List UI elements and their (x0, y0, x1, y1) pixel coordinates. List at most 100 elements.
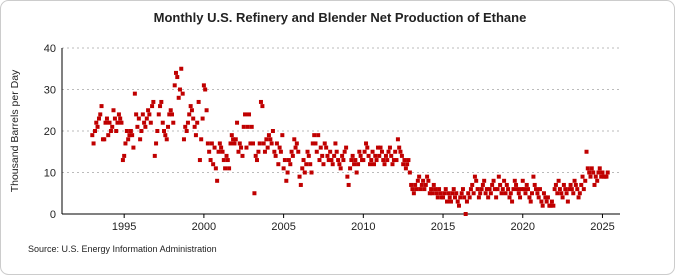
point (236, 149, 241, 154)
point (261, 141, 266, 146)
point (386, 149, 391, 154)
point (107, 120, 112, 125)
point (215, 178, 220, 183)
point (128, 129, 133, 133)
point (479, 187, 484, 192)
point (223, 166, 228, 171)
point (456, 203, 461, 208)
point (171, 120, 176, 125)
point (254, 158, 259, 163)
point (491, 178, 496, 183)
point (378, 145, 383, 150)
point (281, 166, 286, 171)
point (369, 158, 374, 163)
point (532, 182, 537, 187)
point (208, 158, 213, 163)
point (168, 108, 173, 113)
point (146, 108, 151, 113)
point (583, 178, 588, 183)
point (268, 137, 273, 142)
point (483, 191, 488, 196)
point (447, 195, 452, 200)
point (293, 145, 298, 150)
point (401, 162, 406, 167)
point (591, 170, 596, 175)
point (300, 166, 305, 171)
point (414, 187, 419, 192)
point (595, 178, 600, 183)
point (364, 141, 369, 146)
point (212, 145, 217, 150)
point (341, 158, 346, 163)
point (455, 199, 460, 204)
point (514, 182, 519, 187)
point (588, 174, 593, 179)
point (390, 162, 395, 167)
point (523, 191, 528, 196)
point (134, 112, 139, 117)
point (486, 195, 491, 200)
point (506, 187, 511, 192)
point (114, 129, 119, 133)
x-tick-label: 2025 (590, 221, 614, 233)
point (389, 153, 394, 158)
point (225, 158, 230, 163)
point (512, 178, 517, 183)
point (592, 182, 597, 187)
point (321, 162, 326, 167)
point (423, 182, 428, 187)
point (431, 182, 436, 187)
point (118, 116, 123, 121)
point (249, 124, 254, 129)
y-tick-label: 0 (50, 209, 56, 221)
point (314, 149, 319, 154)
point (429, 187, 434, 192)
point (564, 191, 569, 196)
point (503, 191, 508, 196)
point (95, 124, 100, 129)
point (568, 182, 573, 187)
point (257, 141, 262, 146)
point (160, 120, 165, 125)
point (159, 99, 164, 104)
point (302, 170, 307, 175)
point (381, 158, 386, 163)
point (221, 158, 226, 163)
point (274, 141, 279, 146)
point (539, 199, 544, 204)
point (292, 137, 297, 142)
point (502, 178, 507, 183)
point (280, 133, 285, 138)
point (126, 137, 131, 142)
point (528, 199, 533, 204)
point (342, 149, 347, 154)
point (119, 120, 124, 125)
point (164, 137, 169, 142)
point (306, 153, 311, 158)
point (348, 166, 353, 171)
point (345, 174, 350, 179)
point (409, 182, 414, 187)
point (148, 120, 153, 125)
point (304, 162, 309, 167)
point (596, 170, 601, 175)
point (504, 182, 509, 187)
point (340, 153, 345, 158)
point (200, 116, 205, 121)
point (112, 116, 117, 121)
point (352, 162, 357, 167)
point (309, 170, 314, 175)
point (589, 166, 594, 171)
point (187, 112, 192, 117)
point (289, 149, 294, 154)
point (272, 149, 277, 154)
point (487, 187, 492, 192)
point (104, 116, 109, 121)
point (324, 145, 329, 150)
point (544, 199, 549, 204)
point (471, 191, 476, 196)
point (211, 162, 216, 167)
point (508, 191, 513, 196)
point (191, 116, 196, 121)
point (522, 187, 527, 192)
